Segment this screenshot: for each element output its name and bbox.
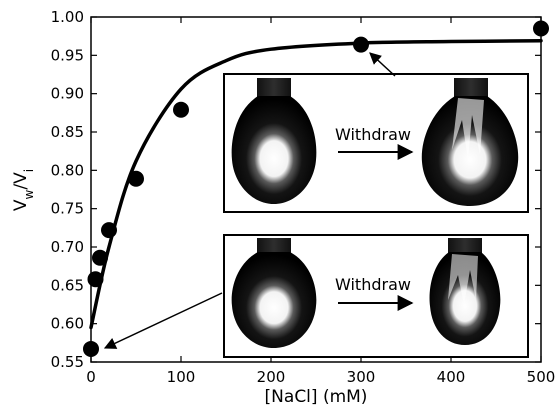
y-tick-label: 0.55 — [51, 353, 84, 371]
y-tick-label: 0.90 — [51, 85, 84, 103]
y-tick-label: 1.00 — [51, 8, 84, 26]
x-tick-label: 400 — [437, 368, 466, 386]
callout-arrow-top — [369, 52, 396, 77]
data-point — [83, 340, 99, 357]
y-tick-label: 0.65 — [51, 276, 84, 294]
data-point — [92, 249, 108, 266]
drop-image-after-top — [421, 78, 519, 206]
data-point — [353, 36, 369, 53]
data-point — [128, 170, 144, 187]
drop-image-after-bottom — [429, 238, 501, 345]
plot-frame — [90, 16, 542, 363]
y-tick-label: 0.75 — [51, 200, 84, 218]
data-points — [83, 20, 549, 357]
y-tick-label: 0.60 — [51, 315, 84, 333]
y-tick-label: 0.70 — [51, 238, 84, 256]
data-point — [173, 101, 189, 118]
inset-top-label: Withdraw — [335, 125, 411, 144]
data-point — [101, 222, 117, 239]
callout-arrow-bottom — [103, 292, 223, 349]
x-tick-label: 0 — [86, 368, 96, 386]
inset-top: Withdraw — [223, 73, 529, 213]
x-tick-label: 100 — [167, 368, 196, 386]
y-tick-label: 0.80 — [51, 161, 84, 179]
y-tick-label: 0.95 — [51, 46, 84, 64]
data-point — [533, 20, 549, 37]
x-tick-label: 200 — [257, 368, 286, 386]
x-axis-label: [NaCl] (mM) — [265, 387, 368, 407]
data-point — [87, 271, 104, 288]
drop-image-before-bottom — [231, 238, 317, 348]
inset-bottom: Withdraw — [223, 234, 529, 358]
x-tick-label: 300 — [347, 368, 376, 386]
axis-tick-labels: 0 100 200 300 400 500 0.55 0.60 0.65 0.70 0.75 0.80… — [51, 8, 556, 386]
drop-image-before-top — [231, 78, 317, 204]
inset-bottom-label: Withdraw — [335, 275, 411, 294]
y-axis-label: Vw/Vi — [11, 169, 36, 211]
x-tick-label: 500 — [527, 368, 556, 386]
y-tick-label: 0.85 — [51, 123, 84, 141]
